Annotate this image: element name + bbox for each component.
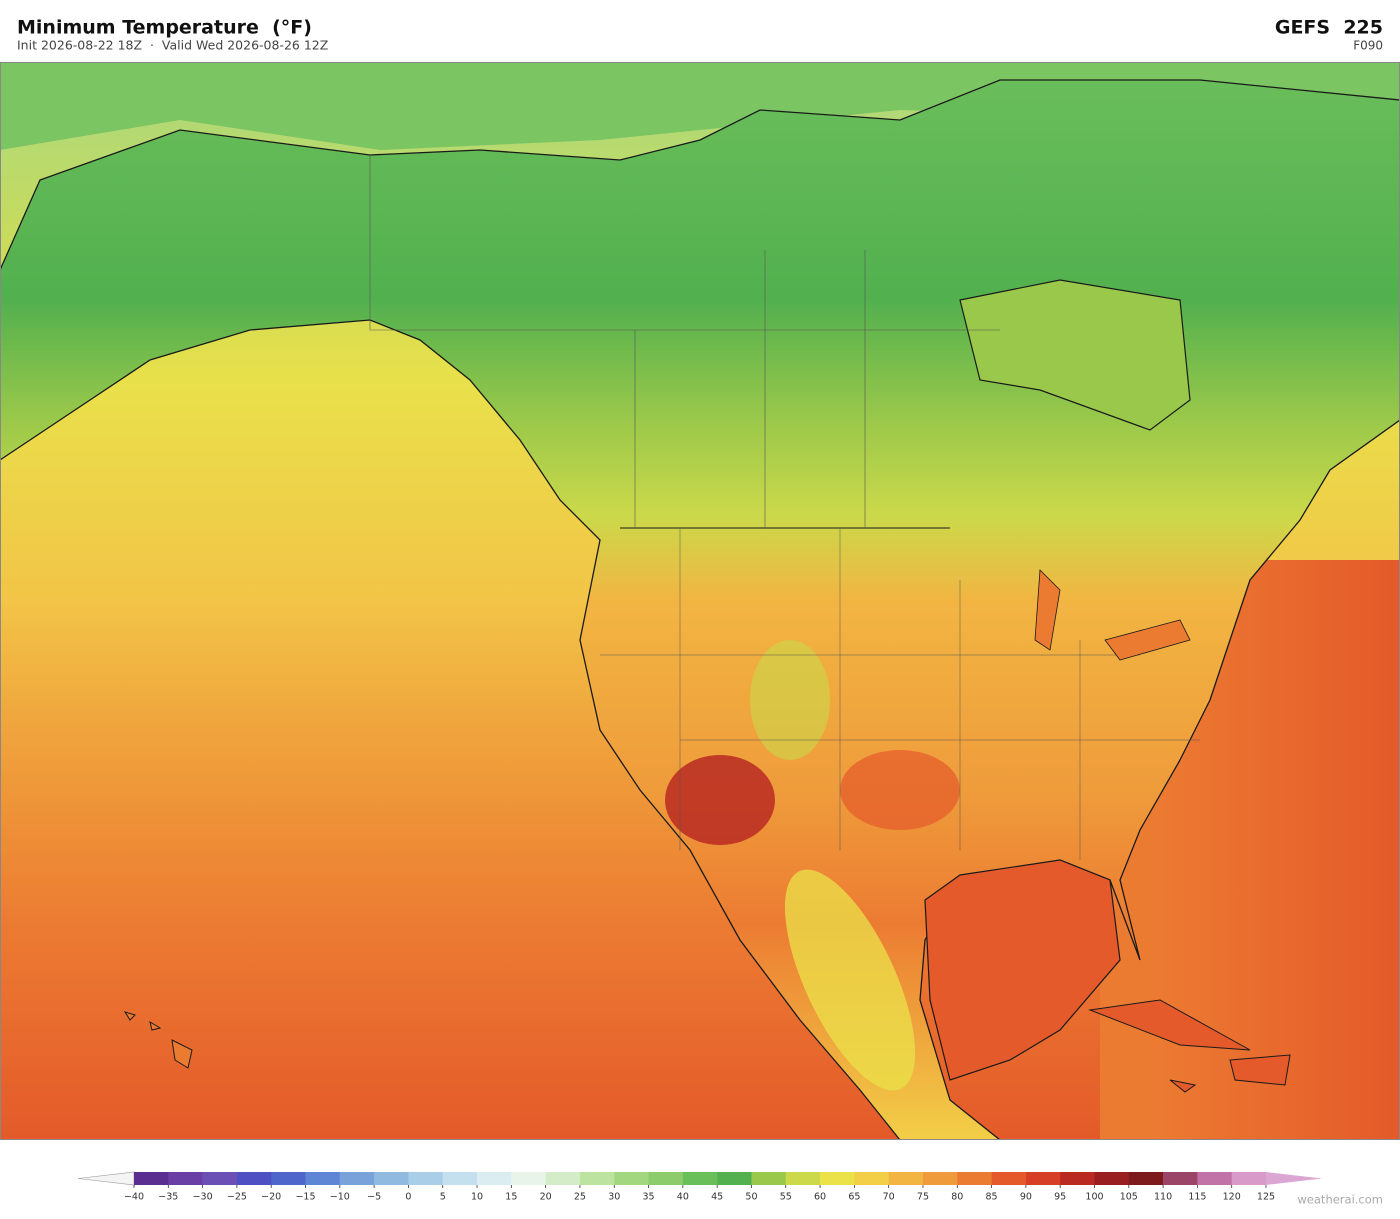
- colorbar-swatch: [717, 1172, 752, 1185]
- colorbar-tick-label: 5: [440, 1192, 446, 1203]
- colorbar-tick-label: 120: [1223, 1192, 1241, 1203]
- colorbar-swatch: [477, 1172, 512, 1185]
- great-lakes: [1034, 569, 1191, 661]
- forecast-hour: F090: [1353, 39, 1383, 53]
- colorbar-tick-label: −5: [367, 1192, 381, 1203]
- colorbar-swatch: [648, 1172, 684, 1185]
- colorbar: −40 −35 −30 −25 −20 −15 −10 −5 0 5 10 15 20 25 30 35 40 4…: [77, 1171, 1322, 1203]
- colorbar-swatch: [339, 1172, 375, 1185]
- colorbar-swatch: [888, 1172, 924, 1185]
- gulf-of-mexico: [924, 859, 1121, 1081]
- colorbar-tick-label: 50: [745, 1192, 757, 1203]
- colorbar-tick-label: −40: [124, 1192, 144, 1203]
- colorbar-tick-label: 70: [883, 1192, 895, 1203]
- colorbar-tick-label: 95: [1054, 1192, 1066, 1203]
- rockies-cool-area: [750, 640, 830, 760]
- colorbar-tick-label: 10: [471, 1192, 483, 1203]
- hawaii: [123, 1011, 193, 1069]
- colorbar-tick-label: 85: [986, 1192, 998, 1203]
- colorbar-swatch: [1094, 1172, 1130, 1185]
- colorbar-tick-label: 75: [917, 1192, 929, 1203]
- province-lines: [369, 155, 1000, 528]
- map: [0, 62, 1400, 1140]
- colorbar-swatch: [820, 1172, 855, 1185]
- colorbar-tick-label: 105: [1120, 1192, 1138, 1203]
- colorbar-tick-label: −30: [193, 1192, 213, 1203]
- colorbar-swatch: [1231, 1172, 1267, 1185]
- colorbar-swatch: [1197, 1172, 1232, 1185]
- colorbar-tick-label: −25: [227, 1192, 247, 1203]
- caribbean-islands: [1088, 999, 1291, 1093]
- mexico-highlands: [784, 869, 916, 1091]
- colorbar-swatch: [442, 1172, 478, 1185]
- colorbar-swatch: [682, 1172, 718, 1185]
- map-subtitle: Init 2026-08-22 18Z · Valid Wed 2026-08-…: [17, 38, 328, 53]
- colorbar-tick-label: 90: [1020, 1192, 1032, 1203]
- watermark: weatherai.com: [1297, 1193, 1383, 1207]
- colorbar-tick-label: 30: [608, 1192, 620, 1203]
- colorbar-tick-label: 80: [951, 1192, 963, 1203]
- colorbar-tick-label: 40: [677, 1192, 689, 1203]
- colorbar-swatch: [991, 1172, 1027, 1185]
- colorbar-over: [1266, 1172, 1322, 1185]
- colorbar-swatch: [1128, 1172, 1164, 1185]
- colorbar-swatch: [785, 1172, 821, 1185]
- colorbar-tick-label: 110: [1154, 1192, 1172, 1203]
- colorbar-tick-label: 35: [642, 1192, 654, 1203]
- colorbar-swatch: [957, 1172, 992, 1185]
- colorbar-swatch: [408, 1172, 444, 1185]
- colorbar-swatch: [202, 1172, 238, 1185]
- colorbar-swatch: [579, 1172, 615, 1185]
- colorbar-swatch: [168, 1172, 203, 1185]
- colorbar-swatch: [751, 1172, 787, 1185]
- colorbar-swatch: [545, 1172, 581, 1185]
- colorbar-tick-label: −15: [295, 1192, 315, 1203]
- colorbar-tick-label: 45: [711, 1192, 723, 1203]
- hudson-bay: [959, 279, 1191, 431]
- colorbar-swatch: [614, 1172, 649, 1185]
- colorbar-tick-label: 15: [505, 1192, 517, 1203]
- colorbar-swatch: [305, 1172, 341, 1185]
- colorbar-swatch: [374, 1172, 409, 1185]
- colorbar-tick-label: 115: [1188, 1192, 1206, 1203]
- colorbar-tick-label: 100: [1085, 1192, 1103, 1203]
- colorbar-tick-label: 20: [540, 1192, 552, 1203]
- colorbar-swatch: [922, 1172, 958, 1185]
- colorbar-tick-label: 55: [780, 1192, 792, 1203]
- colorbar-swatch: [1060, 1172, 1095, 1185]
- colorbar-tick-label: 60: [814, 1192, 826, 1203]
- colorbar-under: [77, 1171, 135, 1186]
- desert-hotspot: [665, 755, 775, 845]
- colorbar-tick-label: 25: [574, 1192, 586, 1203]
- plains-warm-area: [840, 750, 960, 830]
- colorbar-swatch: [511, 1172, 546, 1185]
- colorbar-swatch: [271, 1172, 306, 1185]
- colorbar-swatch: [134, 1172, 169, 1185]
- colorbar-swatch: [236, 1172, 272, 1185]
- model-label: GEFS 225: [1275, 17, 1383, 39]
- map-title: Minimum Temperature (°F): [17, 17, 312, 39]
- colorbar-tick-label: 0: [405, 1192, 411, 1203]
- colorbar-tick-label: 125: [1257, 1192, 1275, 1203]
- colorbar-tick-label: −10: [330, 1192, 350, 1203]
- colorbar-tick-label: 65: [848, 1192, 860, 1203]
- colorbar-swatch: [1163, 1172, 1198, 1185]
- colorbar-swatch: [854, 1172, 889, 1185]
- colorbar-tick-label: −20: [261, 1192, 281, 1203]
- state-lines: [600, 528, 1200, 860]
- colorbar-tick-label: −35: [158, 1192, 178, 1203]
- colorbar-swatch: [1025, 1172, 1061, 1185]
